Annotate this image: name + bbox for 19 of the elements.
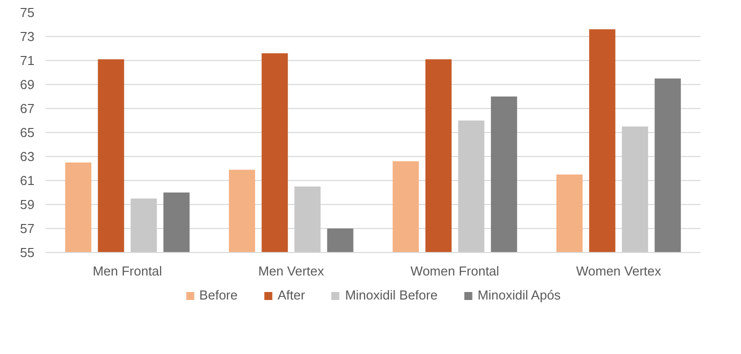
legend-label: Minoxidil Após (478, 288, 561, 302)
y-tick-label: 63 (20, 149, 35, 164)
y-tick-label: 55 (20, 245, 35, 260)
x-tick-label: Men Vertex (258, 264, 325, 278)
y-tick-label: 57 (20, 221, 35, 236)
legend-label: Before (199, 288, 238, 302)
y-tick-label: 65 (20, 125, 35, 140)
x-tick-label: Women Vertex (576, 264, 662, 278)
legend-label: Minoxidil Before (345, 288, 438, 302)
y-tick-label: 69 (20, 77, 35, 92)
legend-label: After (278, 288, 306, 302)
x-tick-label: Men Frontal (92, 264, 162, 278)
y-tick-label: 71 (20, 53, 35, 68)
y-tick-label: 67 (20, 101, 35, 116)
y-tick-label: 75 (20, 5, 35, 20)
x-tick-label: Women Frontal (410, 264, 500, 278)
y-tick-label: 59 (20, 197, 35, 212)
y-tick-label: 61 (20, 173, 35, 188)
y-tick-label: 73 (20, 29, 35, 44)
